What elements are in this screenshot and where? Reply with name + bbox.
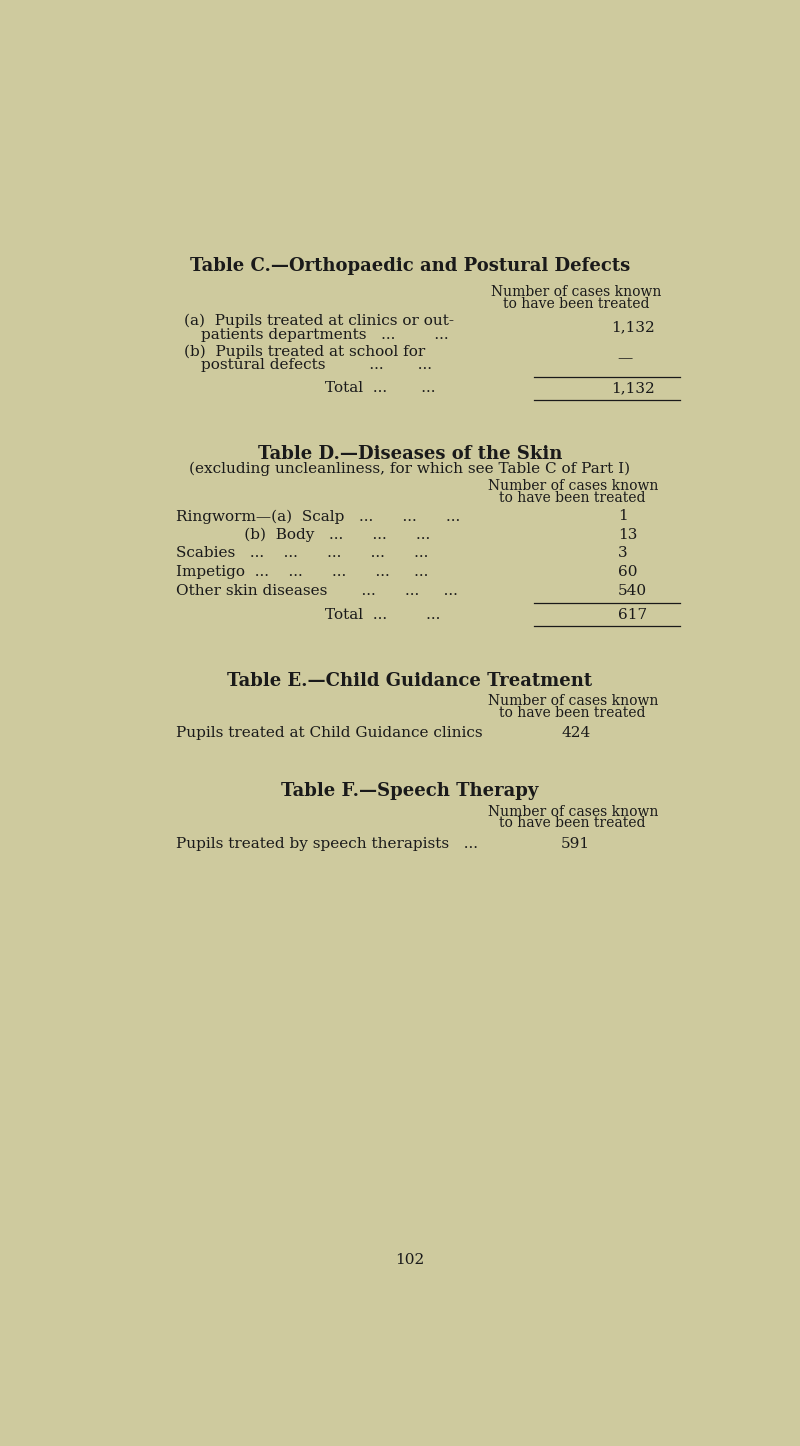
Text: to have been treated: to have been treated	[503, 296, 650, 311]
Text: 102: 102	[395, 1254, 425, 1267]
Text: to have been treated: to have been treated	[499, 817, 646, 830]
Text: 60: 60	[618, 565, 637, 578]
Text: Table D.—Diseases of the Skin: Table D.—Diseases of the Skin	[258, 444, 562, 463]
Text: Total  ...        ...: Total ... ...	[325, 607, 440, 622]
Text: 1,132: 1,132	[611, 382, 655, 395]
Text: to have been treated: to have been treated	[499, 490, 646, 505]
Text: 540: 540	[618, 584, 647, 599]
Text: Pupils treated at Child Guidance clinics: Pupils treated at Child Guidance clinics	[176, 726, 482, 740]
Text: Impetigo  ...    ...      ...      ...     ...: Impetigo ... ... ... ... ...	[176, 565, 428, 578]
Text: Table F.—Speech Therapy: Table F.—Speech Therapy	[282, 782, 538, 800]
Text: Ringworm—(a)  Scalp   ...      ...      ...: Ringworm—(a) Scalp ... ... ...	[176, 509, 460, 523]
Text: 13: 13	[618, 528, 637, 542]
Text: (b)  Body   ...      ...      ...: (b) Body ... ... ...	[176, 528, 430, 542]
Text: 1,132: 1,132	[611, 321, 655, 334]
Text: Number of cases known: Number of cases known	[491, 285, 662, 299]
Text: 617: 617	[618, 607, 647, 622]
Text: Pupils treated by speech therapists   ...: Pupils treated by speech therapists ...	[176, 837, 478, 852]
Text: —: —	[618, 351, 633, 366]
Text: Table C.—Orthopaedic and Postural Defects: Table C.—Orthopaedic and Postural Defect…	[190, 257, 630, 275]
Text: Number of cases known: Number of cases known	[487, 694, 658, 709]
Text: 3: 3	[618, 547, 627, 560]
Text: Number of cases known: Number of cases known	[487, 805, 658, 818]
Text: Other skin diseases       ...      ...     ...: Other skin diseases ... ... ...	[176, 584, 458, 599]
Text: (b)  Pupils treated at school for: (b) Pupils treated at school for	[184, 344, 425, 359]
Text: to have been treated: to have been treated	[499, 706, 646, 720]
Text: Number of cases known: Number of cases known	[487, 479, 658, 493]
Text: (excluding uncleanliness, for which see Table C of Part I): (excluding uncleanliness, for which see …	[190, 461, 630, 476]
Text: Table E.—Child Guidance Treatment: Table E.—Child Guidance Treatment	[227, 672, 593, 691]
Text: postural defects         ...       ...: postural defects ... ...	[201, 359, 432, 372]
Text: 424: 424	[561, 726, 590, 740]
Text: Scabies   ...    ...      ...      ...      ...: Scabies ... ... ... ... ...	[176, 547, 428, 560]
Text: Total  ...       ...: Total ... ...	[325, 382, 435, 395]
Text: 1: 1	[618, 509, 627, 523]
Text: patients departments   ...        ...: patients departments ... ...	[201, 328, 448, 341]
Text: 591: 591	[561, 837, 590, 852]
Text: (a)  Pupils treated at clinics or out-: (a) Pupils treated at clinics or out-	[184, 314, 454, 328]
